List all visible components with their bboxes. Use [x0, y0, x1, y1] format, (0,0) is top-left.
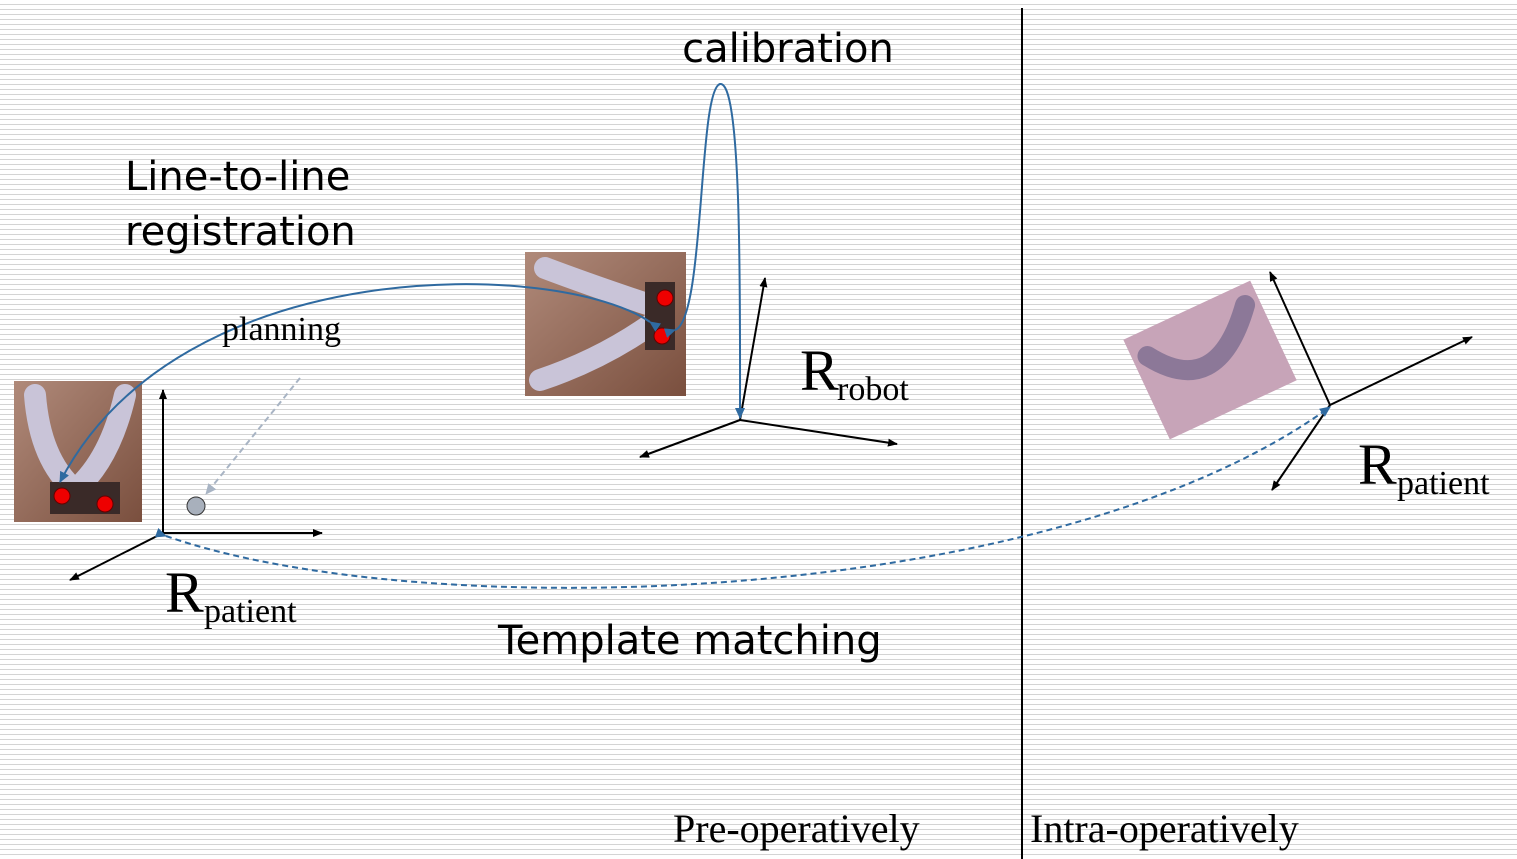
template-image: [525, 252, 686, 396]
planned-point: [187, 497, 205, 515]
label: Template matching: [497, 618, 882, 664]
label: planning: [222, 311, 341, 348]
diagram: calibration Line-to-line registration pl…: [0, 0, 1517, 859]
phase-label: Pre-operatively: [673, 806, 920, 851]
slide: calibration Line-to-line registration pl…: [0, 0, 1517, 859]
frame-label: R: [165, 560, 204, 625]
planning-arrow: [206, 378, 300, 494]
phase-label: Intra-operatively: [1030, 806, 1299, 851]
frame-subscript: robot: [837, 371, 909, 408]
label: calibration: [682, 26, 894, 72]
label: Line-to-line: [125, 154, 350, 200]
frame-label: R: [800, 338, 839, 403]
template-image: [1123, 281, 1296, 440]
frame-label: R: [1358, 432, 1397, 497]
template-matching-arrow: [166, 407, 1330, 588]
frame-subscript: patient: [1397, 465, 1490, 502]
frame-subscript: patient: [204, 593, 297, 630]
label: registration: [125, 209, 356, 255]
